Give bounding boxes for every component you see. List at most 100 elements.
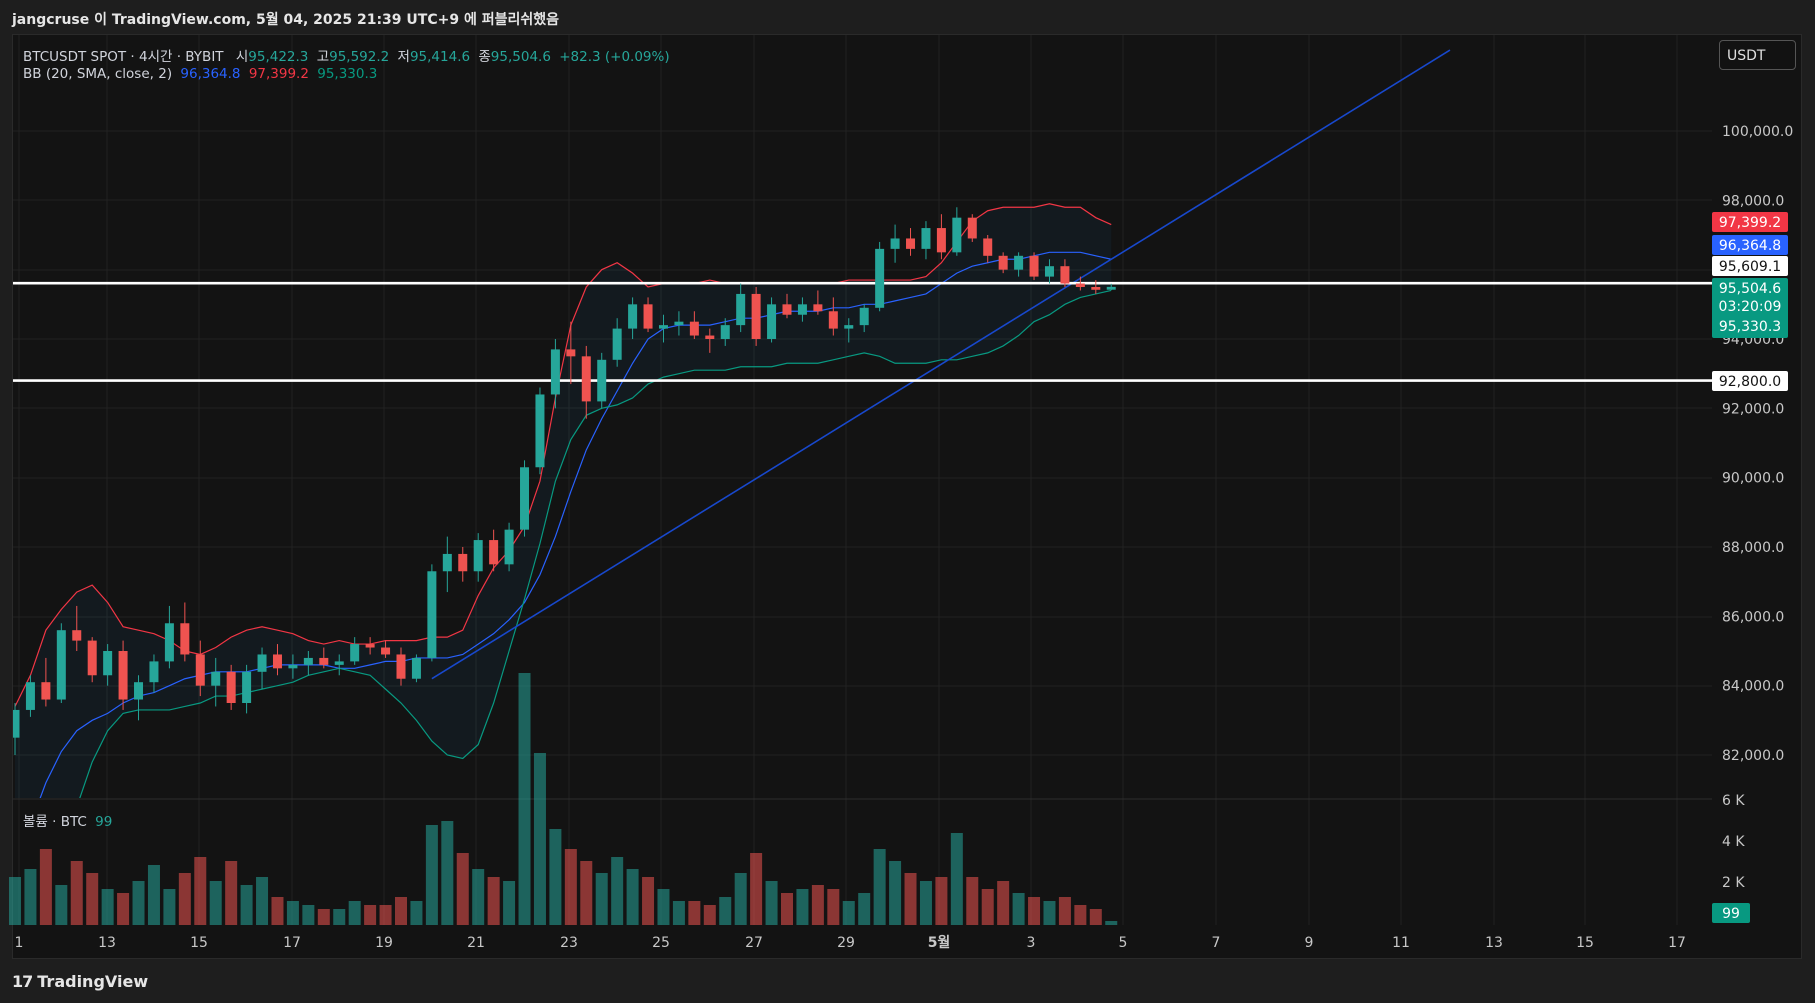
footer-bar: 17 TradingView xyxy=(0,962,1815,1003)
candle-body xyxy=(381,647,391,655)
volume-bar xyxy=(950,833,963,925)
candle-body xyxy=(998,255,1008,270)
tradingview-logo-icon: 17 xyxy=(12,972,33,991)
time-tick-label: 29 xyxy=(837,935,855,951)
candle-body xyxy=(211,671,221,686)
price-tick-label: 88,000.0 xyxy=(1722,540,1784,556)
candle-body xyxy=(813,304,823,312)
candle-body xyxy=(550,349,560,395)
volume-bar xyxy=(333,909,346,925)
candle-body xyxy=(875,248,885,308)
volume-bar xyxy=(364,905,377,925)
candle-body xyxy=(72,630,82,641)
volume-bar xyxy=(1043,901,1056,925)
volume-bar xyxy=(657,889,670,925)
candle-body xyxy=(921,228,931,249)
volume-tick-label: 6 K xyxy=(1722,793,1745,809)
currency-button[interactable]: USDT xyxy=(1719,40,1796,70)
candle-body xyxy=(134,682,144,700)
hline-price-label: 95,609.1 xyxy=(1719,259,1781,275)
volume-label[interactable]: 볼륨 · BTC xyxy=(23,814,87,830)
candle-body xyxy=(628,304,638,329)
volume-bar xyxy=(919,881,932,925)
price-pane xyxy=(13,49,1712,798)
volume-bar xyxy=(194,857,207,925)
bb-label[interactable]: BB (20, SMA, close, 2) xyxy=(23,66,173,82)
candle-body xyxy=(56,630,66,700)
volume-bar xyxy=(39,849,52,925)
volume-bar xyxy=(827,889,840,925)
candle-body xyxy=(1106,286,1116,290)
volume-bar xyxy=(456,853,469,925)
bb-lower-value: 95,330.3 xyxy=(317,66,378,82)
hline-price-label-2-box xyxy=(1712,371,1788,391)
price-tick-label: 98,000.0 xyxy=(1722,193,1784,209)
candle-body xyxy=(365,644,375,648)
candle-body xyxy=(319,657,329,665)
symbol-label[interactable]: BTCUSDT SPOT · 4시간 · BYBIT xyxy=(23,49,224,65)
open-label: 시 xyxy=(235,49,249,65)
candle-body xyxy=(257,654,267,672)
volume-bar xyxy=(873,849,886,925)
candle-body xyxy=(1091,287,1101,290)
candle-body xyxy=(767,304,777,339)
volume-bar xyxy=(642,877,655,925)
high-label: 고 xyxy=(316,49,330,65)
low-label: 저 xyxy=(397,49,410,65)
time-tick-label: 17 xyxy=(1668,935,1686,951)
time-tick-label: 19 xyxy=(375,935,393,951)
candle-body xyxy=(350,644,360,662)
candle-body xyxy=(118,651,128,700)
bb-basis-price-label: 96,364.8 xyxy=(1719,238,1781,254)
candle-body xyxy=(859,307,869,326)
candle-body xyxy=(705,335,715,339)
candle-body xyxy=(489,540,499,565)
candle-body xyxy=(674,321,684,326)
time-tick-label: 21 xyxy=(467,935,485,951)
last-price-label: 95,504.6 xyxy=(1719,281,1781,297)
candle-body xyxy=(751,293,761,339)
volume-bar xyxy=(997,881,1010,925)
volume-bar xyxy=(503,881,516,925)
volume-bar xyxy=(256,877,269,925)
volume-last-box xyxy=(1712,903,1750,923)
volume-bar xyxy=(1012,893,1025,925)
volume-bar xyxy=(410,901,423,925)
volume-bar xyxy=(379,905,392,925)
open-value: 95,422.3 xyxy=(248,49,309,65)
candle-body xyxy=(411,657,421,679)
chart-panel[interactable] xyxy=(12,34,1802,959)
volume-bar xyxy=(966,877,979,925)
tradingview-logo[interactable]: 17 TradingView xyxy=(12,972,148,991)
candle-body xyxy=(581,356,591,402)
volume-tick-label: 4 K xyxy=(1722,834,1745,850)
candle-body xyxy=(520,467,530,530)
candle-body xyxy=(597,359,607,402)
volume-bar xyxy=(781,893,793,925)
candle-body xyxy=(689,321,699,336)
bb-upper-price-label: 97,399.2 xyxy=(1719,215,1781,231)
volume-bar xyxy=(302,905,315,925)
volume-bar xyxy=(889,861,902,925)
time-tick-label: 15 xyxy=(190,935,208,951)
volume-bar xyxy=(348,901,361,925)
volume-value: 99 xyxy=(95,814,113,830)
bb-legend: BB (20, SMA, close, 2) 96,364.8 97,399.2… xyxy=(23,66,381,82)
volume-bar xyxy=(564,849,577,925)
volume-bar xyxy=(117,893,130,925)
candle-body xyxy=(242,671,252,703)
time-tick-label: 27 xyxy=(745,935,763,951)
candle-body xyxy=(164,623,174,662)
candle-body xyxy=(226,671,236,703)
candle-body xyxy=(983,238,993,256)
time-tick-label: 11 xyxy=(1392,935,1410,951)
volume-bar xyxy=(1058,897,1071,925)
volume-bar xyxy=(595,873,608,925)
trendline xyxy=(431,49,1451,680)
volume-bar xyxy=(178,873,191,925)
candle-body xyxy=(1014,255,1024,270)
volume-bar xyxy=(842,901,855,925)
candle-body xyxy=(828,311,838,329)
price-tick-label: 86,000.0 xyxy=(1722,609,1784,625)
